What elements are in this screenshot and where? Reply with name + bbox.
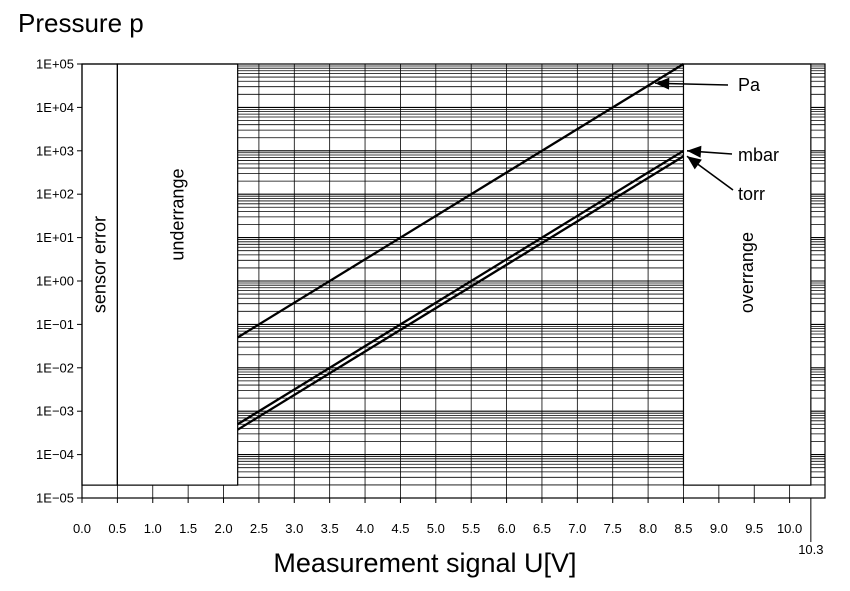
series-layer (237, 63, 685, 431)
x-tick-label: 8.0 (639, 521, 657, 536)
x-tick-label: 9.5 (745, 521, 763, 536)
region-box (81, 63, 118, 486)
axis-layer: 1E−05 1E−04 1E−03 1E−02 1E−01 1E+00 1E+01 1E+02… (36, 57, 826, 557)
y-tick-label: 1E+05 (36, 57, 74, 72)
x-tick-label: 0.5 (108, 521, 126, 536)
series-line-Pa (237, 63, 685, 339)
x-tick-label: 6.5 (533, 521, 551, 536)
x-tick-label: 2.0 (214, 521, 232, 536)
y-tick-label: 1E+00 (36, 274, 74, 289)
region-box (116, 63, 239, 486)
region-box (682, 63, 812, 486)
x-tick-label: 5.0 (427, 521, 445, 536)
x-tick-label: 8.5 (674, 521, 692, 536)
x-tick-label: 4.0 (356, 521, 374, 536)
y-tick-label: 1E−01 (36, 317, 74, 332)
region-layer: sensor error underrange overrange (81, 63, 812, 486)
x-tick-label: 0.0 (73, 521, 91, 536)
x-extra-tick-label: 10.3 (798, 542, 823, 557)
x-tick-label: 4.5 (391, 521, 409, 536)
region-label: overrange (737, 232, 757, 313)
annotation-label: Pa (738, 75, 761, 95)
region-label: underrange (168, 169, 188, 261)
y-tick-label: 1E+03 (36, 143, 74, 158)
annotation-label: torr (738, 184, 765, 204)
chart-title: Pressure p (18, 8, 144, 38)
series-line-mbar (237, 149, 685, 426)
series-line-torr (237, 155, 685, 431)
y-tick-label: 1E−04 (36, 447, 74, 462)
annotation-arrowhead (687, 156, 702, 170)
region-label: sensor error (90, 216, 110, 313)
annotation-label: mbar (738, 145, 779, 165)
x-tick-label: 3.5 (321, 521, 339, 536)
x-tick-label: 7.5 (604, 521, 622, 536)
x-tick-label: 2.5 (250, 521, 268, 536)
x-tick-label: 5.5 (462, 521, 480, 536)
y-tick-label: 1E+01 (36, 230, 74, 245)
x-axis-label: Measurement signal U[V] (273, 548, 577, 578)
x-tick-label: 3.0 (285, 521, 303, 536)
y-tick-label: 1E−05 (36, 491, 74, 506)
y-tick-label: 1E+04 (36, 100, 74, 115)
x-tick-label: 6.0 (498, 521, 516, 536)
x-tick-label: 10.0 (777, 521, 802, 536)
annotation-layer: Pa mbar torr (655, 75, 779, 204)
y-tick-label: 1E−02 (36, 360, 74, 375)
x-tick-label: 9.0 (710, 521, 728, 536)
y-tick-label: 1E+02 (36, 187, 74, 202)
annotation-arrowhead (655, 77, 670, 90)
annotation-arrowhead (687, 145, 702, 158)
y-tick-label: 1E−03 (36, 404, 74, 419)
x-tick-label: 1.0 (144, 521, 162, 536)
x-tick-label: 1.5 (179, 521, 197, 536)
x-tick-label: 7.0 (568, 521, 586, 536)
